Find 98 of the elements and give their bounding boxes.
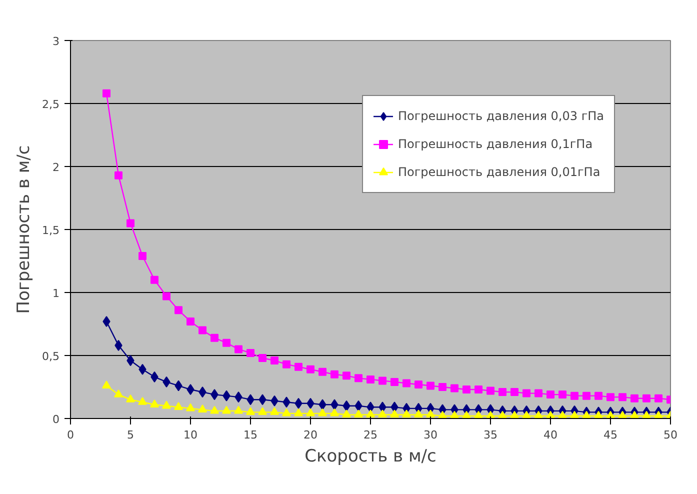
- point: [234, 406, 243, 414]
- y-axis-title: Погрешность в м/с: [14, 145, 34, 314]
- point: [354, 374, 362, 382]
- point: [270, 407, 279, 416]
- x-tick-label: 40: [544, 428, 558, 442]
- point: [306, 408, 315, 416]
- point: [606, 393, 614, 402]
- y-tick-label: 2: [52, 161, 60, 174]
- x-tick-label: 50: [664, 428, 678, 442]
- point: [402, 410, 411, 418]
- point: [414, 380, 422, 388]
- point: [318, 368, 326, 376]
- point: [642, 394, 650, 402]
- x-tick-label: 45: [604, 428, 618, 442]
- legend-label: Погрешность давления 0,1гПа: [398, 137, 593, 151]
- point: [450, 384, 458, 392]
- x-tick-label: 20: [304, 428, 318, 442]
- y-tick-label: 0,5: [42, 350, 60, 363]
- y-tick-label: 2,5: [42, 98, 60, 111]
- point: [426, 382, 434, 390]
- point: [222, 338, 230, 347]
- y-tick-label: 1,5: [42, 224, 60, 237]
- point: [306, 365, 314, 374]
- legend-label: Погрешность давления 0,01гПа: [398, 165, 600, 179]
- point: [522, 389, 530, 398]
- point: [174, 306, 182, 314]
- point: [402, 379, 410, 388]
- point: [258, 407, 267, 416]
- point: [498, 388, 506, 396]
- legend-label: Погрешность давления 0,03 гПа: [398, 109, 604, 123]
- point: [486, 386, 494, 395]
- point: [534, 389, 542, 398]
- x-tick-label: 25: [364, 428, 378, 442]
- x-tick-label: 10: [184, 428, 198, 442]
- point: [138, 252, 146, 260]
- point: [162, 292, 170, 300]
- point: [426, 410, 435, 418]
- point: [390, 410, 399, 418]
- point: [210, 334, 218, 342]
- point: [138, 397, 147, 405]
- point: [510, 388, 518, 396]
- y-tick-label: 0: [52, 413, 60, 426]
- x-tick-label: 0: [67, 428, 74, 442]
- point: [462, 386, 470, 394]
- x-tick-label: 5: [127, 428, 134, 442]
- point: [198, 404, 207, 412]
- point: [294, 408, 303, 416]
- point: [246, 348, 254, 357]
- x-tick-label: 15: [244, 428, 258, 442]
- point: [102, 380, 111, 389]
- point: [102, 89, 110, 98]
- point: [330, 408, 339, 416]
- point: [282, 360, 290, 368]
- point: [234, 345, 242, 354]
- point: [378, 410, 387, 418]
- point: [294, 362, 302, 371]
- point: [438, 383, 446, 391]
- point: [366, 410, 375, 418]
- point: [222, 406, 231, 414]
- point: [186, 317, 194, 326]
- point: [258, 354, 266, 362]
- point: [126, 219, 134, 228]
- point: [354, 410, 363, 418]
- point: [186, 403, 195, 412]
- point: [114, 389, 123, 398]
- point: [630, 394, 638, 402]
- point: [150, 400, 159, 408]
- point: [126, 394, 135, 402]
- point: [150, 276, 158, 284]
- point: [342, 372, 350, 380]
- point: [282, 408, 291, 416]
- point: [198, 326, 206, 334]
- x-axis-title: Скорость в м/с: [304, 446, 436, 466]
- point: [114, 171, 122, 180]
- x-tick-label: 35: [484, 428, 498, 442]
- point: [318, 408, 327, 416]
- point: [654, 394, 662, 402]
- point: [210, 406, 219, 414]
- point: [570, 392, 578, 400]
- y-tick-label: 1: [52, 287, 60, 300]
- point: [174, 402, 183, 410]
- point: [270, 356, 278, 365]
- point: [390, 378, 398, 386]
- y-tick-label: 3: [52, 35, 60, 48]
- point: [162, 400, 171, 409]
- point: [594, 392, 602, 400]
- point: [366, 375, 374, 384]
- point: [582, 392, 590, 400]
- x-tick-label: 30: [424, 428, 438, 442]
- point: [378, 376, 386, 385]
- point: [342, 410, 351, 418]
- point: [474, 386, 482, 394]
- point: [330, 370, 338, 378]
- point: [546, 390, 554, 399]
- point: [414, 410, 423, 418]
- point: [618, 393, 626, 402]
- point: [558, 390, 566, 399]
- point: [246, 407, 255, 416]
